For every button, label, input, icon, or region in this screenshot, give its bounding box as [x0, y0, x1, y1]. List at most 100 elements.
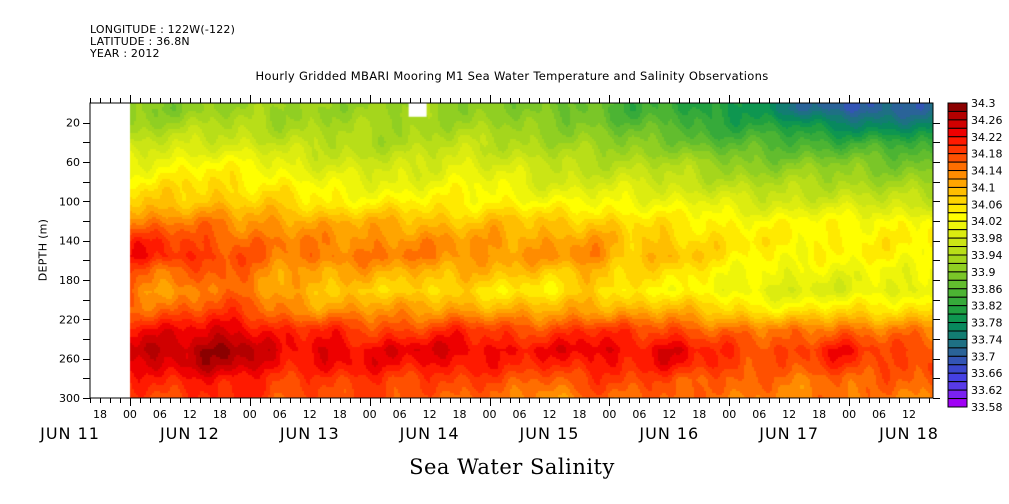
- y-tick-label: 260: [59, 353, 80, 366]
- colorbar-label: 33.98: [971, 232, 1003, 245]
- x-date-label: JUN 16: [638, 424, 699, 443]
- colorbar-swatch: [947, 279, 968, 290]
- colorbar-swatch: [947, 338, 968, 349]
- colorbar-label: 34.14: [971, 165, 1003, 178]
- colorbar-swatch: [947, 355, 968, 366]
- colorbar-swatch: [947, 271, 968, 281]
- x-date-label: JUN 18: [878, 424, 939, 443]
- colorbar-swatch: [947, 398, 968, 408]
- y-tick-label: 20: [66, 117, 80, 130]
- x-tick-label: 00: [363, 408, 377, 421]
- x-tick-label: 06: [393, 408, 407, 421]
- colorbar-label: 34.18: [971, 148, 1003, 161]
- x-tick-label: 00: [842, 408, 856, 421]
- colorbar-swatch: [947, 381, 968, 391]
- y-tick-label: 60: [66, 156, 80, 169]
- colorbar-swatch: [947, 220, 968, 231]
- x-tick-label: 12: [902, 408, 916, 421]
- x-date-label: JUN 12: [159, 424, 220, 443]
- colorbar-label: 33.9: [971, 266, 996, 279]
- colorbar-swatch: [947, 372, 968, 383]
- x-date-label: JUN 17: [758, 424, 819, 443]
- x-date-label: JUN 14: [399, 424, 460, 443]
- colorbar-label: 34.22: [971, 131, 1003, 144]
- x-tick-label: 00: [243, 408, 257, 421]
- colorbar-label: 33.78: [971, 317, 1003, 330]
- colorbar-swatch: [947, 186, 968, 197]
- x-tick-label: 06: [153, 408, 167, 421]
- x-tick-label: 00: [483, 408, 497, 421]
- variable-title: Sea Water Salinity: [409, 455, 615, 479]
- x-tick-label: 12: [423, 408, 437, 421]
- colorbar-label: 34.06: [971, 198, 1003, 211]
- x-tick-label: 06: [273, 408, 287, 421]
- y-tick-label: 220: [59, 313, 80, 326]
- colorbar-label: 34.3: [971, 97, 996, 110]
- colorbar-swatch: [947, 212, 968, 222]
- colorbar-swatch: [947, 288, 968, 298]
- x-tick-label: 00: [602, 408, 616, 421]
- x-tick-label: 18: [333, 408, 347, 421]
- colorbar-swatch: [947, 110, 968, 121]
- x-tick-label: 12: [782, 408, 796, 421]
- colorbar-swatch: [947, 102, 968, 112]
- y-axis-label: DEPTH (m): [36, 218, 50, 282]
- colorbar-swatch: [947, 313, 968, 324]
- colorbar-label: 33.7: [971, 350, 996, 363]
- x-date-label: JUN 13: [279, 424, 340, 443]
- colorbar-label: 33.58: [971, 401, 1003, 414]
- colorbar-swatch: [947, 229, 968, 239]
- colorbar-swatch: [947, 237, 968, 248]
- colorbar-label: 33.82: [971, 300, 1003, 313]
- colorbar-swatch: [947, 322, 968, 332]
- colorbar-swatch: [947, 305, 968, 315]
- colorbar-label: 33.86: [971, 283, 1003, 296]
- x-tick-label: 18: [692, 408, 706, 421]
- x-tick-label: 06: [872, 408, 886, 421]
- colorbar-swatch: [947, 246, 968, 256]
- colorbar-swatch: [947, 119, 968, 129]
- colorbar-swatch: [947, 203, 968, 214]
- x-tick-label: 18: [93, 408, 107, 421]
- colorbar-swatch: [947, 178, 968, 188]
- x-tick-label: 12: [183, 408, 197, 421]
- colorbar-label: 34.26: [971, 114, 1003, 127]
- colorbar-swatch: [947, 347, 968, 357]
- x-tick-label: 18: [213, 408, 227, 421]
- x-tick-label: 06: [512, 408, 526, 421]
- x-tick-label: 06: [632, 408, 646, 421]
- x-tick-label: 18: [453, 408, 467, 421]
- x-date-label: JUN 15: [519, 424, 580, 443]
- colorbar-label: 33.62: [971, 384, 1003, 397]
- y-tick-label: 140: [59, 235, 80, 248]
- y-tick-label: 300: [59, 392, 80, 405]
- plot-frame: [89, 102, 934, 399]
- colorbar-swatch: [947, 161, 968, 172]
- colorbar-swatch: [947, 144, 968, 155]
- x-tick-label: 18: [812, 408, 826, 421]
- colorbar-label: 33.94: [971, 249, 1003, 262]
- colorbar-swatch: [947, 389, 968, 400]
- x-tick-label: 00: [722, 408, 736, 421]
- colorbar-swatch: [947, 170, 968, 180]
- colorbar-swatch: [947, 296, 968, 307]
- colorbar-swatch: [947, 127, 968, 138]
- colorbar-swatch: [947, 262, 968, 273]
- x-date-label: JUN 11: [39, 424, 100, 443]
- colorbar-label: 33.74: [971, 333, 1003, 346]
- colorbar-swatch: [947, 195, 968, 205]
- x-tick-label: 00: [123, 408, 137, 421]
- y-tick-label: 180: [59, 274, 80, 287]
- colorbar-label: 33.66: [971, 367, 1003, 380]
- x-tick-label: 12: [542, 408, 556, 421]
- colorbar-swatch: [947, 254, 968, 264]
- colorbar-swatch: [947, 364, 968, 374]
- colorbar-label: 34.02: [971, 215, 1003, 228]
- colorbar-swatch: [947, 330, 968, 340]
- x-tick-label: 12: [303, 408, 317, 421]
- x-tick-label: 06: [752, 408, 766, 421]
- colorbar-swatch: [947, 136, 968, 146]
- x-tick-label: 18: [572, 408, 586, 421]
